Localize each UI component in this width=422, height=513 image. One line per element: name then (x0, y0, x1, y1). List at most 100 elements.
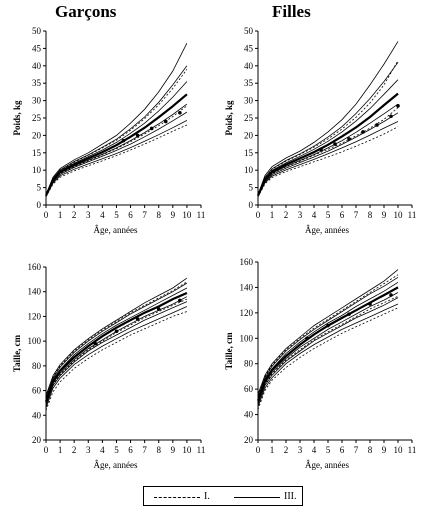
panel-title-boys: Garçons (55, 2, 117, 21)
series-line-solid (257, 269, 399, 395)
series-line-dashed (257, 107, 399, 197)
series-line-dashed (45, 69, 188, 196)
y-tick-label: 5 (37, 183, 42, 193)
series-line-solid (257, 276, 399, 397)
x-tick-label: 1 (58, 445, 63, 455)
y-tick-label: 50 (244, 26, 254, 36)
x-tick-label: 10 (182, 210, 192, 220)
y-tick-label: 5 (249, 183, 254, 193)
y-tick-label: 20 (32, 435, 42, 445)
series-line-solid (257, 287, 399, 401)
y-tick-label: 0 (249, 200, 254, 210)
y-tick-label: 120 (240, 308, 254, 318)
series-line-solid (257, 112, 399, 197)
series-line-dashed (45, 311, 188, 411)
data-point (149, 126, 154, 131)
series-line-solid (45, 43, 188, 195)
y-tick-label: 15 (32, 148, 42, 158)
data-point (375, 123, 379, 127)
y-axis-title: Poids, kg (12, 100, 22, 136)
data-point (156, 307, 161, 311)
series-line-solid (257, 297, 399, 405)
boys-height-chart: 20 40 60 80 100 120 140 160 0 1 2 3 4 5 6 7 8 9 10 11 Âge, a… (12, 262, 205, 470)
x-tick-label: 0 (44, 445, 49, 455)
y-tick-label: 35 (244, 78, 254, 88)
data-point (178, 298, 182, 303)
data-point (326, 323, 330, 328)
x-tick-label: 8 (368, 445, 373, 455)
series-line-solid (257, 292, 399, 404)
x-tick-label: 11 (197, 445, 206, 455)
series-line-solid (45, 282, 188, 399)
y-tick-label: 160 (28, 262, 42, 272)
x-tick-label: 0 (256, 445, 261, 455)
x-tick-label: 9 (171, 445, 176, 455)
y-tick-label: 60 (32, 386, 42, 396)
data-point (135, 317, 140, 321)
x-tick-label: 4 (100, 210, 105, 220)
x-axis-title: Âge, années (305, 460, 349, 470)
x-tick-label: 3 (298, 210, 303, 220)
x-tick-label: 5 (326, 210, 331, 220)
y-tick-label: 45 (244, 43, 254, 53)
y-tick-label: 20 (32, 130, 42, 140)
x-tick-label: 4 (312, 445, 317, 455)
x-tick-label: 6 (128, 445, 133, 455)
series-line-dashed (45, 281, 188, 397)
data-point (389, 114, 393, 119)
y-tick-label: 40 (244, 410, 254, 420)
y-axis-title: Taille, cm (12, 334, 22, 372)
series-line-solid (45, 120, 188, 197)
y-tick-label: 10 (32, 165, 42, 175)
x-tick-label: 3 (86, 445, 91, 455)
y-tick-label: 15 (244, 148, 254, 158)
y-tick-label: 120 (28, 311, 42, 321)
series-line-bold (256, 92, 399, 197)
y-tick-label: 25 (244, 113, 254, 123)
y-tick-label: 100 (240, 333, 254, 343)
y-tick-label: 40 (32, 61, 42, 71)
series-line-dashed (45, 298, 188, 405)
y-tick-label: 45 (32, 43, 42, 53)
y-tick-label: 40 (32, 410, 42, 420)
x-tick-label: 1 (270, 445, 275, 455)
y-tick-label: 10 (244, 165, 254, 175)
data-point (361, 130, 365, 134)
y-tick-label: 140 (240, 282, 254, 292)
x-tick-label: 8 (368, 210, 373, 220)
x-tick-label: 11 (408, 210, 417, 220)
data-point (396, 104, 400, 108)
x-tick-label: 1 (58, 210, 63, 220)
series-line-solid (45, 287, 188, 401)
x-tick-label: 2 (284, 210, 289, 220)
y-tick-label: 50 (32, 26, 42, 36)
x-tick-label: 8 (156, 445, 161, 455)
x-tick-label: 0 (256, 210, 261, 220)
series-line-solid (45, 296, 188, 404)
x-tick-label: 10 (182, 445, 192, 455)
x-tick-label: 7 (142, 210, 147, 220)
data-point (389, 293, 393, 297)
series-line-solid (257, 41, 399, 195)
x-tick-label: 7 (354, 210, 359, 220)
data-point (333, 142, 337, 146)
x-tick-label: 1 (270, 210, 275, 220)
y-tick-label: 80 (244, 359, 254, 369)
series-line-solid (257, 121, 399, 197)
girls-height-chart: 20 40 60 80 100 120 140 160 0 1 2 3 4 5 6 7 8 9 10 11 Âge, a… (224, 257, 416, 470)
x-axis-title: Âge, années (305, 225, 349, 235)
y-tick-label: 0 (37, 200, 42, 210)
x-tick-label: 2 (284, 445, 289, 455)
x-tick-label: 10 (394, 210, 404, 220)
x-tick-label: 7 (142, 445, 147, 455)
series-line-bold (44, 93, 188, 197)
legend-dashed-line (154, 497, 200, 498)
x-tick-label: 7 (354, 445, 359, 455)
x-axis-title: Âge, années (94, 225, 138, 235)
data-point (135, 133, 140, 138)
y-tick-label: 160 (240, 257, 254, 267)
x-tick-label: 2 (72, 445, 77, 455)
